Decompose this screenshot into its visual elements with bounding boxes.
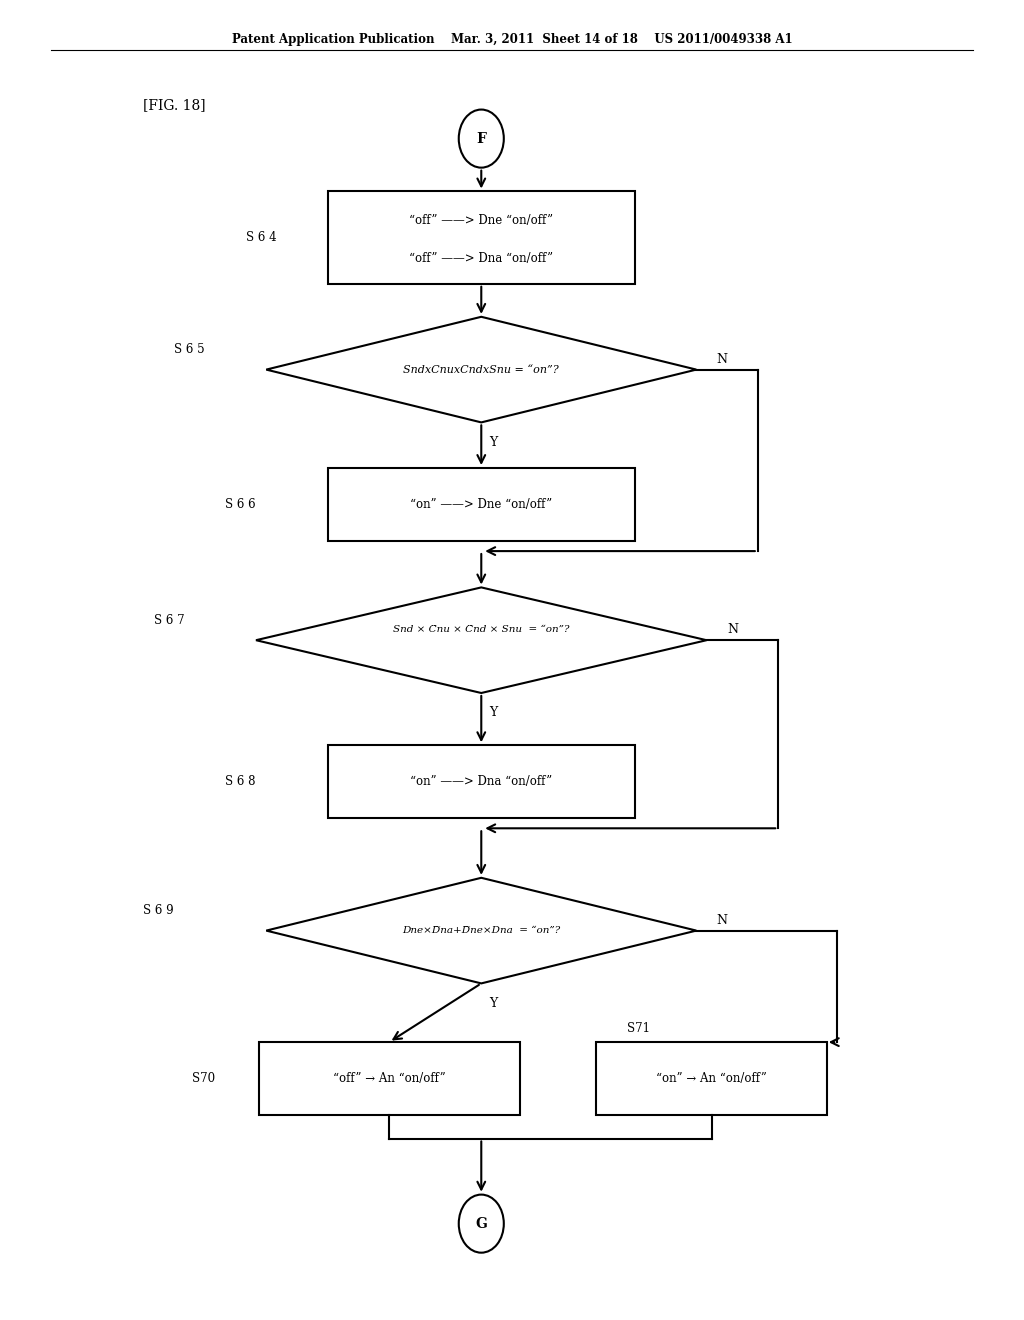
Text: N: N — [717, 913, 728, 927]
Text: “off” → An “on/off”: “off” → An “on/off” — [333, 1072, 445, 1085]
Text: [FIG. 18]: [FIG. 18] — [143, 99, 206, 112]
Text: S 6 7: S 6 7 — [154, 614, 184, 627]
Bar — [258, 1043, 520, 1114]
Text: S 6 4: S 6 4 — [246, 231, 276, 244]
Text: S 6 9: S 6 9 — [143, 904, 174, 917]
Text: S71: S71 — [628, 1022, 650, 1035]
Bar — [596, 1043, 826, 1114]
Text: S 6 8: S 6 8 — [225, 775, 256, 788]
Text: N: N — [717, 352, 728, 366]
Bar — [328, 467, 635, 541]
Text: F: F — [476, 132, 486, 145]
Text: Y: Y — [489, 997, 498, 1010]
Text: “on” ——> Dne “on/off”: “on” ——> Dne “on/off” — [411, 498, 552, 511]
Text: N: N — [727, 623, 738, 636]
Text: Dne×D̅na+D̅ne×Dna  = “on”?: Dne×D̅na+D̅ne×Dna = “on”? — [402, 927, 560, 935]
Text: “off” ——> Dne “on/off”: “off” ——> Dne “on/off” — [410, 214, 553, 227]
Text: Y: Y — [489, 436, 498, 449]
Bar — [328, 191, 635, 284]
Text: Snd × C̅nu × C̅nd × Snu  = “on”?: Snd × C̅nu × C̅nd × Snu = “on”? — [393, 626, 569, 634]
Text: “on” → An “on/off”: “on” → An “on/off” — [656, 1072, 767, 1085]
Text: “off” ——> Dna “on/off”: “off” ——> Dna “on/off” — [410, 252, 553, 265]
Text: S70: S70 — [191, 1072, 215, 1085]
Bar — [328, 744, 635, 818]
Text: S 6 6: S 6 6 — [225, 498, 256, 511]
Text: Patent Application Publication    Mar. 3, 2011  Sheet 14 of 18    US 2011/004933: Patent Application Publication Mar. 3, 2… — [231, 33, 793, 46]
Text: “on” ——> Dna “on/off”: “on” ——> Dna “on/off” — [411, 775, 552, 788]
Text: S 6 5: S 6 5 — [174, 343, 205, 356]
Text: Y: Y — [489, 706, 498, 719]
Text: G: G — [475, 1217, 487, 1230]
Text: SndxCnuxCndxSnu = “on”?: SndxCnuxCndxSnu = “on”? — [403, 364, 559, 375]
